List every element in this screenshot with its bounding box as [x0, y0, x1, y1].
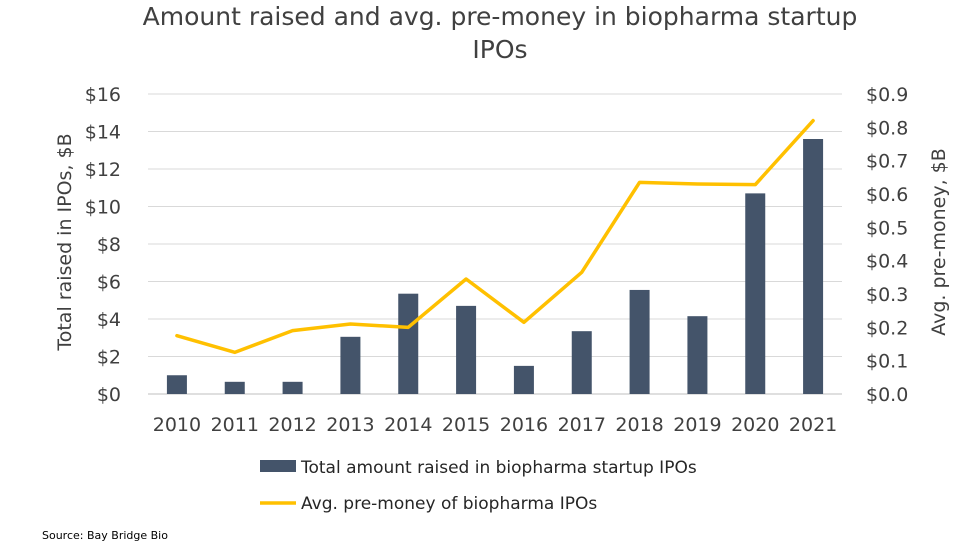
source-note: Source: Bay Bridge Bio — [42, 529, 168, 542]
legend-label-bars: Total amount raised in biopharma startup… — [300, 458, 697, 478]
bar — [340, 336, 361, 394]
legend-label-line: Avg. pre-money of biopharma IPOs — [301, 494, 597, 514]
left-tick-label: $2 — [97, 347, 121, 369]
bar — [166, 375, 187, 394]
x-tick-label: 2014 — [384, 414, 432, 436]
left-tick-label: $14 — [85, 122, 121, 144]
right-tick-label: $0.1 — [866, 351, 908, 373]
right-tick-label: $0.4 — [866, 251, 908, 273]
left-tick-label: $12 — [85, 159, 121, 181]
x-tick-label: 2016 — [500, 414, 548, 436]
bar — [282, 381, 303, 394]
x-tick-label: 2018 — [615, 414, 663, 436]
line-path — [175, 118, 815, 355]
x-tick-label: 2021 — [789, 414, 837, 436]
bar — [745, 193, 766, 394]
chart-title-line-2: IPOs — [472, 35, 527, 64]
x-tick-label: 2012 — [268, 414, 316, 436]
gridlines — [148, 93, 842, 395]
x-tick-label: 2011 — [211, 414, 259, 436]
bar — [456, 305, 477, 394]
right-axis-title: Avg. pre-money, $B — [928, 148, 950, 336]
right-tick-label: $0.9 — [866, 84, 908, 106]
right-axis-ticks: $0.0 $0.1 $0.2 $0.3 $0.4 $0.5 $0.6 $0.7 $0.8 $0.9 — [866, 84, 908, 406]
x-tick-label: 2020 — [731, 414, 779, 436]
bar — [687, 316, 708, 394]
left-tick-label: $8 — [97, 234, 121, 256]
right-tick-label: $0.2 — [866, 317, 908, 339]
right-tick-label: $0.3 — [866, 284, 908, 306]
right-tick-label: $0.0 — [866, 384, 908, 406]
left-tick-label: $16 — [85, 84, 121, 106]
chart-title-line-1: Amount raised and avg. pre-money in biop… — [143, 2, 858, 31]
left-tick-label: $10 — [85, 197, 121, 219]
x-tick-label: 2010 — [153, 414, 201, 436]
legend: Total amount raised in biopharma startup… — [260, 458, 697, 514]
bar — [224, 381, 245, 394]
bar-series — [166, 139, 824, 394]
x-tick-label: 2015 — [442, 414, 490, 436]
line-series — [175, 118, 815, 355]
right-tick-label: $0.5 — [866, 217, 908, 239]
bar — [513, 365, 534, 394]
bar — [803, 139, 824, 394]
left-tick-label: $4 — [97, 309, 121, 331]
left-axis-ticks: $0 $2 $4 $6 $8 $10 $12 $14 $16 — [85, 84, 121, 406]
right-tick-label: $0.7 — [866, 151, 908, 173]
right-tick-label: $0.8 — [866, 117, 908, 139]
left-tick-label: $6 — [97, 272, 121, 294]
right-tick-label: $0.6 — [866, 184, 908, 206]
legend-swatch-bars — [260, 460, 296, 472]
x-tick-label: 2019 — [673, 414, 721, 436]
left-tick-label: $0 — [97, 384, 121, 406]
left-axis-title: Total raised in IPOs, $B — [54, 133, 76, 351]
x-tick-label: 2013 — [326, 414, 374, 436]
bar — [571, 331, 592, 394]
x-tick-label: 2017 — [558, 414, 606, 436]
bar — [629, 289, 650, 394]
bar — [398, 293, 419, 394]
x-axis-ticks: 2010 2011 2012 2013 2014 2015 2016 2017 2018 2019… — [153, 414, 838, 436]
